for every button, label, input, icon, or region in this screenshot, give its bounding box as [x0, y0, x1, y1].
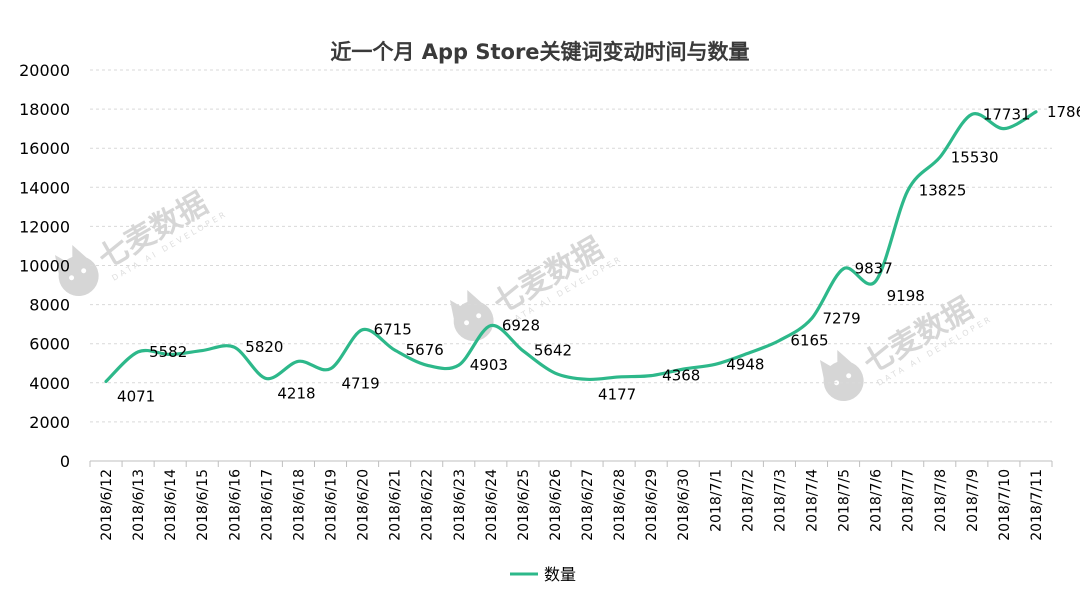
- legend-item-label: 数量: [544, 565, 576, 584]
- x-tick-label: 2018/7/11: [1029, 469, 1045, 541]
- x-tick-label: 2018/7/10: [997, 469, 1013, 541]
- series-layer: [104, 110, 1038, 384]
- series-line-数量: [104, 110, 1038, 384]
- x-tick-label: 2018/6/20: [356, 469, 372, 541]
- x-tick-label: 2018/7/3: [772, 469, 788, 532]
- data-label: 6165: [790, 331, 828, 349]
- x-tick-label: 2018/6/15: [195, 469, 211, 541]
- y-tick-label: 4000: [29, 374, 70, 393]
- data-label: 4071: [117, 387, 155, 405]
- data-label: 17731: [983, 105, 1031, 123]
- x-tick-label: 2018/6/17: [259, 469, 275, 541]
- y-tick-label: 12000: [19, 217, 70, 236]
- x-tick-label: 2018/7/7: [901, 469, 917, 532]
- data-label: 13825: [919, 182, 967, 200]
- y-tick-label: 0: [60, 452, 70, 471]
- y-tick-label: 10000: [19, 257, 70, 276]
- y-tick-label: 8000: [29, 296, 70, 315]
- x-tick-label: 2018/6/12: [99, 469, 115, 541]
- y-tick-label: 14000: [19, 178, 70, 197]
- y-axis: 0 2000 4000 6000 8000 10000 12000 14000 16000 180…: [19, 61, 70, 471]
- y-tick-label: 20000: [19, 61, 70, 80]
- gridlines: [90, 69, 1052, 423]
- data-label: 6928: [502, 317, 540, 335]
- x-tick-label: 2018/7/2: [740, 469, 756, 532]
- x-tick-label: 2018/7/9: [965, 469, 981, 532]
- x-tick-label: 2018/6/26: [548, 469, 564, 541]
- x-axis: 2018/6/12 2018/6/13 2018/6/14 2018/6/15 2018…: [89, 460, 1053, 541]
- data-labels: 4071 5582 5820 4218 4719 6715 5676 4903 6928 5642…: [117, 103, 1080, 406]
- x-tick-label: 2018/6/22: [420, 469, 436, 541]
- x-tick-label: 2018/6/23: [452, 469, 468, 541]
- cat-logo-icon: [819, 350, 864, 401]
- data-label: 4368: [662, 367, 700, 385]
- x-tick-label: 2018/6/30: [676, 469, 692, 541]
- y-tick-label: 18000: [19, 100, 70, 119]
- x-tick-label: 2018/6/18: [291, 469, 307, 541]
- x-tick-label: 2018/6/24: [484, 469, 500, 541]
- data-label: 7279: [823, 310, 861, 328]
- x-tick-label: 2018/7/6: [869, 469, 885, 532]
- x-tick-label: 2018/6/16: [227, 469, 243, 541]
- x-tick-label: 2018/6/19: [324, 469, 340, 541]
- data-label: 4903: [470, 356, 508, 374]
- data-label: 15530: [951, 148, 999, 166]
- x-tick-label: 2018/6/14: [163, 469, 179, 541]
- chart-title: 近一个月 App Store关键词变动时间与数量: [330, 40, 749, 64]
- cat-logo-icon: [54, 245, 99, 296]
- data-label: 4177: [598, 385, 636, 403]
- data-label: 5642: [534, 342, 572, 360]
- x-tick-label: 2018/6/27: [580, 469, 596, 541]
- x-tick-label: 2018/7/1: [708, 469, 724, 532]
- data-label: 9837: [855, 260, 893, 278]
- y-tick-label: 2000: [29, 413, 70, 432]
- x-tick-label: 2018/7/5: [837, 469, 853, 532]
- data-label: 6715: [374, 321, 412, 339]
- data-label: 4218: [277, 385, 315, 403]
- data-label: 5820: [245, 338, 283, 356]
- data-label: 17860: [1047, 103, 1080, 121]
- x-tick-label: 2018/6/25: [516, 469, 532, 541]
- data-label: 5676: [406, 341, 444, 359]
- data-label: 4719: [342, 375, 380, 393]
- x-tick-label: 2018/6/29: [644, 469, 660, 541]
- data-label: 4948: [726, 355, 764, 373]
- x-tick-label: 2018/7/4: [805, 469, 821, 532]
- x-tick-label: 2018/6/13: [131, 469, 147, 541]
- x-tick-label: 2018/7/8: [933, 469, 949, 532]
- data-label: 5582: [149, 343, 187, 361]
- legend[interactable]: 数量: [510, 565, 576, 584]
- x-tick-label: 2018/6/21: [388, 469, 404, 541]
- data-label: 9198: [887, 287, 925, 305]
- y-tick-label: 16000: [19, 139, 70, 158]
- x-tick-label: 2018/6/28: [612, 469, 628, 541]
- y-tick-label: 6000: [29, 335, 70, 354]
